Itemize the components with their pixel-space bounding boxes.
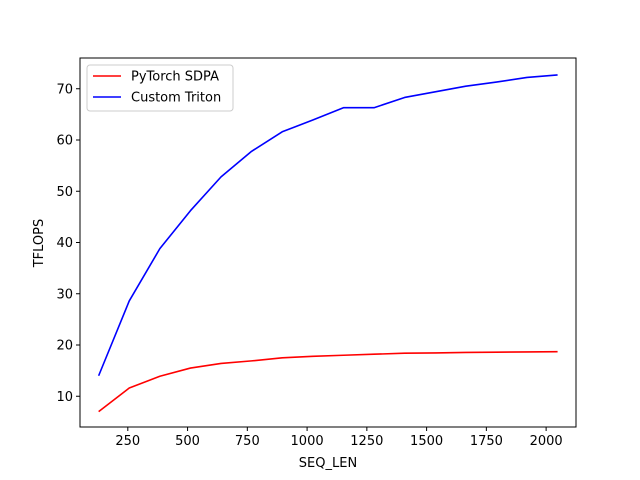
y-tick-label: 30 — [56, 287, 73, 302]
y-axis-ticks: 10 20 30 40 50 60 70 — [56, 82, 80, 405]
series-line-1 — [98, 350, 558, 413]
y-tick-label: 60 — [56, 134, 73, 149]
x-tick-label: 250 — [115, 434, 140, 449]
y-tick-label: 20 — [56, 339, 73, 354]
y-tick-label: 50 — [56, 185, 73, 200]
plot-area — [79, 57, 577, 428]
x-tick-label: 1000 — [291, 434, 324, 449]
legend-entry-label: Custom Triton — [131, 91, 221, 106]
legend-box — [86, 64, 234, 112]
plot-frame — [79, 57, 577, 428]
legend: PyTorch SDPA Custom Triton — [86, 64, 234, 112]
y-tick-label: 40 — [56, 236, 73, 251]
y-tick-label: 10 — [56, 390, 73, 405]
x-tick-label: 1750 — [470, 434, 503, 449]
x-tick-label: 500 — [175, 434, 200, 449]
x-tick-label: 750 — [235, 434, 260, 449]
y-axis-label: TFLOPS — [32, 219, 47, 269]
x-axis-label: SEQ_LEN — [299, 456, 357, 471]
series-layer — [97, 74, 558, 413]
x-tick-label: 1250 — [350, 434, 383, 449]
x-axis-ticks: 250 500 750 1000 1250 1500 1750 2000 — [115, 427, 563, 449]
legend-entry-label: PyTorch SDPA — [131, 70, 219, 85]
x-tick-label: 2000 — [530, 434, 563, 449]
series-line-2 — [97, 74, 558, 377]
x-tick-label: 1500 — [410, 434, 443, 449]
y-tick-label: 70 — [56, 82, 73, 97]
